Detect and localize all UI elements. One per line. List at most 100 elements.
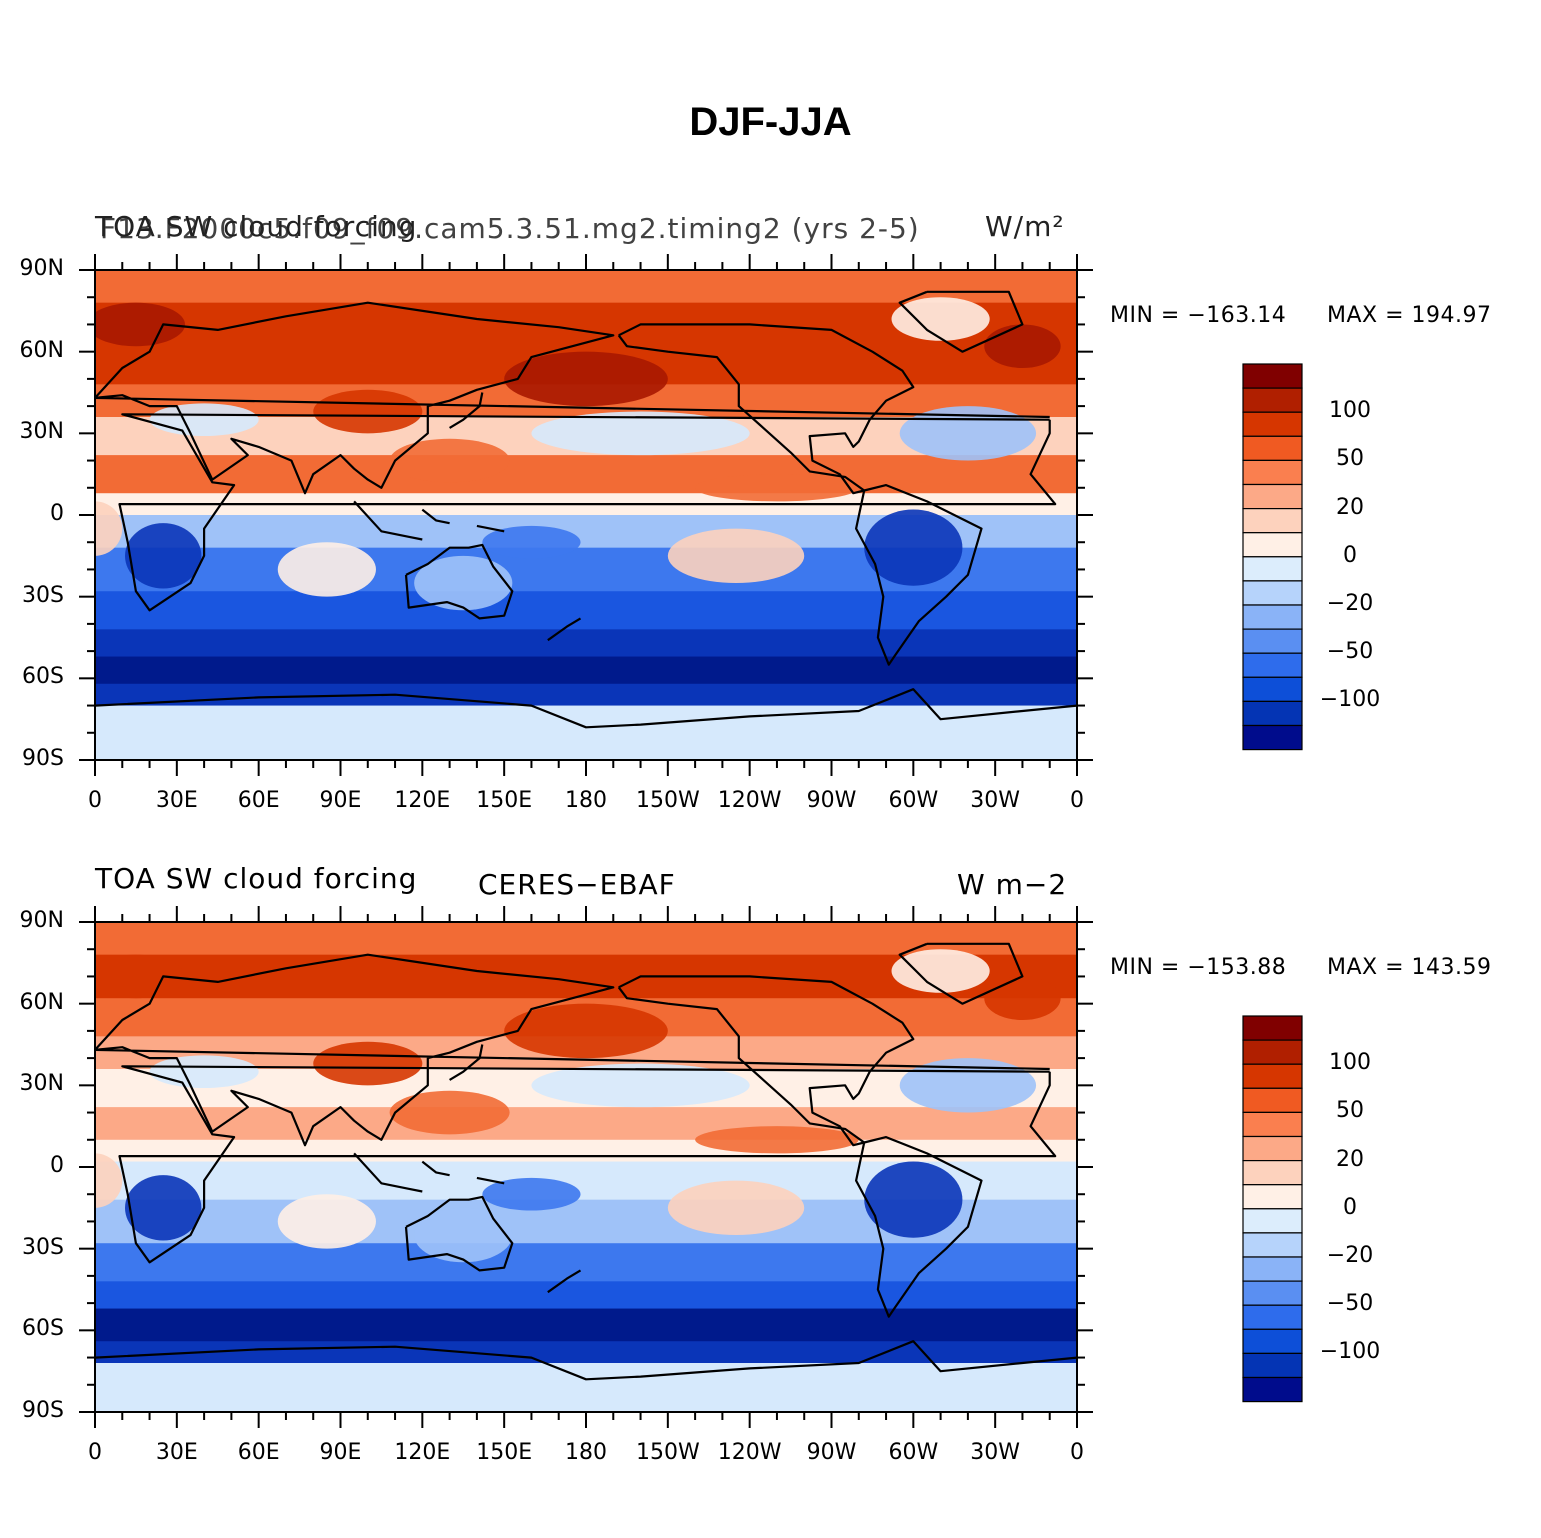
field-anomaly	[984, 976, 1061, 1020]
lat-label: 90S	[22, 746, 64, 771]
lat-label: 60N	[19, 989, 64, 1015]
coastline	[476, 524, 505, 533]
colorbar-swatch	[1242, 1208, 1303, 1234]
coastline	[95, 301, 1050, 495]
lat-label: 60S	[22, 1316, 64, 1342]
colorbar-swatch	[1242, 1232, 1303, 1258]
lon-label: 150E	[476, 1440, 533, 1465]
lat-band	[95, 1139, 1077, 1163]
colorbar-label: 50	[1336, 1098, 1364, 1124]
panel1-center-title: F13.F2000c5.f09_f09.cam5.3.51.mg2.timing…	[100, 212, 920, 245]
colorbar-label: −100	[1319, 687, 1381, 713]
lon-label: 90E	[319, 1440, 362, 1465]
colorbar-swatch	[1242, 1039, 1303, 1065]
lat-label: 0	[50, 1153, 64, 1178]
colorbar-swatch	[1242, 1256, 1303, 1282]
lat-band	[95, 683, 1077, 707]
field-anomaly	[313, 389, 423, 434]
lon-label: 150W	[635, 1440, 700, 1465]
field-anomaly	[125, 1175, 202, 1241]
lon-label: 90W	[806, 788, 857, 813]
lon-label: 30W	[970, 1440, 1021, 1465]
field-anomaly	[695, 1126, 859, 1154]
field-anomaly	[695, 474, 859, 502]
lat-band	[95, 1281, 1077, 1310]
colorbar-label: −50	[1326, 639, 1374, 665]
field-anomaly	[667, 1180, 805, 1236]
lon-label: 0	[88, 1440, 102, 1465]
colorbar-swatch	[1242, 508, 1303, 534]
colorbar-swatch	[1242, 459, 1303, 486]
field-anomaly	[891, 297, 990, 341]
coastline	[617, 975, 915, 1147]
colorbar-swatch	[1242, 724, 1303, 751]
field-anomaly	[864, 1161, 963, 1238]
field-anomaly	[984, 324, 1061, 368]
lon-label: 60E	[237, 788, 280, 813]
lat-label: 60N	[19, 337, 64, 363]
colorbar-label: 100	[1329, 398, 1371, 424]
colorbar-swatch	[1242, 1111, 1303, 1138]
lat-label: 30N	[19, 1071, 64, 1097]
colorbar-label: −100	[1319, 1339, 1381, 1365]
colorbar-swatch	[1242, 628, 1303, 654]
colorbar-swatch	[1242, 363, 1303, 389]
figure-title: DJF-JJA	[689, 100, 852, 144]
field-anomaly	[149, 403, 259, 437]
field-anomaly	[149, 1055, 259, 1089]
lon-label: 150E	[476, 788, 533, 813]
panel1-max-stat: MAX = 194.97	[1327, 303, 1492, 328]
colorbar-swatch	[1242, 676, 1303, 702]
lon-label: 60E	[237, 1440, 280, 1465]
colorbar-label: −50	[1326, 1291, 1374, 1317]
coastline	[898, 290, 1024, 353]
coastline	[421, 1160, 450, 1177]
lat-band	[95, 455, 1077, 494]
colorbar-swatch	[1242, 1328, 1303, 1355]
panel1-min-stat: MIN = −163.14	[1110, 303, 1287, 328]
coastline	[404, 543, 514, 620]
field-anomaly	[414, 555, 513, 611]
coastline	[95, 688, 1077, 729]
lon-label: 120E	[394, 1440, 451, 1465]
field-anomaly	[389, 438, 510, 483]
map-panel-observed	[95, 922, 1077, 1412]
coastline	[353, 1152, 423, 1193]
field-anomaly	[95, 501, 123, 556]
colorbar-label: 0	[1343, 542, 1357, 568]
coastline	[95, 953, 1050, 1147]
field-anomaly	[313, 1041, 423, 1086]
lon-label: 180	[565, 1440, 607, 1465]
colorbar-label: 20	[1336, 1146, 1364, 1172]
lon-label: 30W	[970, 788, 1021, 813]
colorbar-swatch	[1242, 1184, 1303, 1210]
colorbar-swatch	[1242, 1159, 1303, 1186]
lat-band	[95, 1363, 1077, 1412]
coastline	[855, 1136, 983, 1318]
map-panel-model	[95, 270, 1077, 760]
lat-band	[95, 629, 1077, 658]
panel1-units: W/m²	[985, 210, 1065, 243]
field-anomaly	[125, 523, 202, 589]
colorbar-swatch	[1242, 700, 1303, 727]
colorbar-label: 0	[1343, 1194, 1357, 1220]
colorbar-label: 50	[1336, 446, 1364, 472]
colorbar-swatch	[1242, 1015, 1303, 1041]
panel2-max-stat: MAX = 143.59	[1327, 955, 1492, 980]
colorbar-swatch	[1242, 532, 1303, 558]
lat-band	[95, 656, 1077, 685]
colorbar-label: 100	[1329, 1050, 1371, 1076]
colorbar-swatch	[1242, 1063, 1303, 1089]
coastline	[353, 500, 423, 541]
panel2-left-title: TOA SW cloud forcing	[95, 862, 418, 895]
colorbar-swatch	[1242, 1135, 1303, 1162]
colorbar-swatch	[1242, 1280, 1303, 1306]
field-anomaly	[414, 1207, 513, 1263]
lat-label: 90N	[19, 908, 64, 933]
lon-label: 180	[565, 788, 607, 813]
colorbar-swatch	[1242, 556, 1303, 582]
field-anomaly	[864, 509, 963, 586]
lon-label: 60W	[888, 1440, 939, 1465]
lon-label: 30E	[155, 788, 198, 813]
